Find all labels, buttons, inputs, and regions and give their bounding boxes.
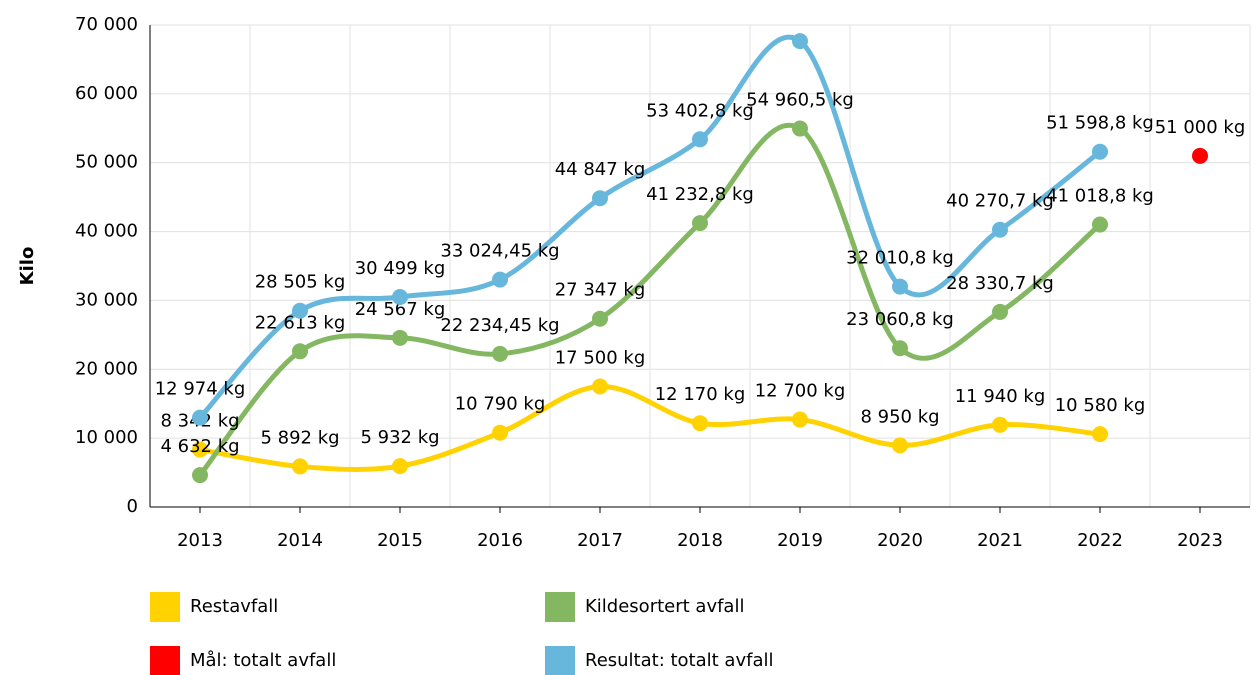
data-label: 11 940 kg	[955, 386, 1046, 407]
data-label: 5 932 kg	[360, 427, 439, 448]
data-point	[992, 416, 1008, 433]
x-tick-label: 2013	[177, 530, 223, 551]
data-point	[1192, 147, 1208, 164]
data-label: 41 232,8 kg	[646, 184, 754, 205]
data-point	[892, 437, 908, 454]
x-tick-label: 2022	[1077, 530, 1123, 551]
data-label: 10 580 kg	[1055, 395, 1146, 416]
data-label: 5 892 kg	[260, 427, 339, 448]
data-label: 54 960,5 kg	[746, 90, 854, 111]
y-tick-label: 0	[127, 496, 138, 517]
data-point	[792, 411, 808, 428]
legend-label: Mål: totalt avfall	[190, 650, 336, 671]
x-tick-label: 2018	[677, 530, 723, 551]
data-point	[692, 215, 708, 232]
series-line	[199, 383, 1101, 472]
legend-swatch	[150, 592, 180, 622]
data-point	[192, 441, 208, 458]
data-label: 12 170 kg	[655, 384, 746, 405]
data-point	[892, 340, 908, 357]
data-point	[292, 458, 308, 475]
series-line	[198, 34, 1102, 420]
data-label: 12 700 kg	[755, 381, 846, 402]
data-label: 27 347 kg	[555, 280, 646, 301]
data-label: 10 790 kg	[455, 394, 546, 415]
legend-swatch	[150, 646, 180, 675]
data-label: 8 950 kg	[860, 406, 939, 427]
data-point	[792, 33, 808, 50]
x-tick-label: 2015	[377, 530, 423, 551]
y-tick-label: 10 000	[75, 427, 138, 448]
data-point	[492, 271, 508, 288]
x-tick-label: 2016	[477, 530, 523, 551]
y-tick-label: 50 000	[75, 152, 138, 173]
data-label: 12 974 kg	[155, 379, 246, 400]
data-point	[992, 221, 1008, 238]
y-tick-label: 70 000	[75, 14, 138, 35]
data-label: 33 024,45 kg	[440, 241, 559, 262]
data-point	[892, 278, 908, 295]
legend-label: Resultat: totalt avfall	[585, 650, 773, 671]
data-point	[192, 409, 208, 426]
data-point	[692, 415, 708, 432]
data-point	[1092, 143, 1108, 160]
legend-swatch	[545, 592, 575, 622]
data-label: 17 500 kg	[555, 348, 646, 369]
data-point	[192, 467, 208, 484]
data-point	[392, 329, 408, 346]
data-label: 28 505 kg	[255, 272, 346, 293]
data-point	[1092, 216, 1108, 233]
data-label: 51 598,8 kg	[1046, 113, 1154, 134]
data-point	[692, 131, 708, 148]
data-label: 28 330,7 kg	[946, 273, 1054, 294]
data-point	[992, 303, 1008, 320]
y-tick-label: 60 000	[75, 83, 138, 104]
x-tick-label: 2017	[577, 530, 623, 551]
legend-swatch	[545, 646, 575, 675]
data-point	[392, 458, 408, 475]
data-label: 53 402,8 kg	[646, 100, 754, 121]
data-point	[592, 310, 608, 327]
data-point	[292, 302, 308, 319]
legend-label: Restavfall	[190, 596, 278, 617]
y-tick-label: 30 000	[75, 289, 138, 310]
legend-label: Kildesortert avfall	[585, 596, 744, 617]
series-line	[198, 123, 1102, 477]
data-label: 22 234,45 kg	[440, 315, 559, 336]
data-label: 41 018,8 kg	[1046, 186, 1154, 207]
x-tick-label: 2014	[277, 530, 323, 551]
data-label: 30 499 kg	[355, 258, 446, 279]
x-tick-label: 2023	[1177, 530, 1223, 551]
data-label: 22 613 kg	[255, 312, 346, 333]
x-tick-label: 2020	[877, 530, 923, 551]
data-label: 40 270,7 kg	[946, 191, 1054, 212]
y-axis-label: Kilo	[17, 247, 38, 286]
data-point	[492, 424, 508, 441]
x-tick-label: 2019	[777, 530, 823, 551]
data-point	[1092, 426, 1108, 443]
data-point	[592, 378, 608, 395]
y-tick-label: 20 000	[75, 358, 138, 379]
data-label: 24 567 kg	[355, 299, 446, 320]
data-label: 23 060,8 kg	[846, 309, 954, 330]
y-tick-label: 40 000	[75, 221, 138, 242]
data-point	[792, 120, 808, 137]
data-label: 32 010,8 kg	[846, 248, 954, 269]
data-label: 51 000 kg	[1155, 117, 1246, 138]
data-point	[392, 288, 408, 305]
data-point	[292, 343, 308, 360]
data-label: 44 847 kg	[555, 159, 646, 180]
data-point	[492, 345, 508, 362]
x-tick-label: 2021	[977, 530, 1023, 551]
data-point	[592, 190, 608, 207]
data-label: 4 632 kg	[160, 436, 239, 457]
